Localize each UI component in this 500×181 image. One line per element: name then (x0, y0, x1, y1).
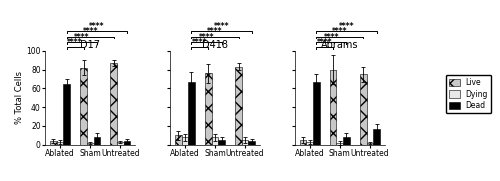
Bar (205, 73, 212, 145)
Bar (366, 143, 373, 145)
Bar (248, 141, 255, 145)
Bar (110, 63, 117, 145)
Title: D418: D418 (202, 40, 228, 50)
Bar (330, 70, 336, 145)
Bar (242, 140, 248, 145)
Bar (212, 137, 218, 145)
Text: ****: **** (74, 33, 90, 42)
Text: ****: **** (89, 22, 104, 31)
Text: ****: **** (338, 22, 354, 31)
Bar (80, 68, 87, 145)
Text: ****: **** (199, 33, 214, 42)
Bar (306, 142, 313, 145)
Bar (336, 143, 343, 145)
Bar (57, 142, 64, 145)
Bar (373, 129, 380, 145)
Text: ****: **** (208, 27, 223, 36)
Bar (188, 82, 195, 145)
Bar (94, 137, 100, 145)
Bar (360, 74, 366, 145)
Bar (175, 135, 182, 145)
Text: ****: **** (324, 33, 339, 42)
Y-axis label: % Total Cells: % Total Cells (14, 71, 24, 124)
Bar (343, 137, 349, 145)
Bar (182, 137, 188, 145)
Bar (87, 143, 94, 145)
Text: ****: **** (332, 27, 347, 36)
Bar (117, 142, 123, 145)
Bar (64, 84, 70, 145)
Title: D17: D17 (80, 40, 100, 50)
Text: ****: **** (68, 38, 83, 47)
Bar (313, 82, 320, 145)
Bar (235, 67, 242, 145)
Text: ****: **** (192, 38, 208, 47)
Legend: Live, Dying, Dead: Live, Dying, Dead (446, 75, 491, 113)
Text: ****: **** (317, 38, 332, 47)
Bar (300, 140, 306, 145)
Bar (218, 140, 225, 145)
Bar (124, 141, 130, 145)
Text: ****: **** (82, 27, 98, 36)
Bar (50, 141, 57, 145)
Text: ****: **** (214, 22, 230, 31)
Title: Abrams: Abrams (321, 40, 358, 50)
